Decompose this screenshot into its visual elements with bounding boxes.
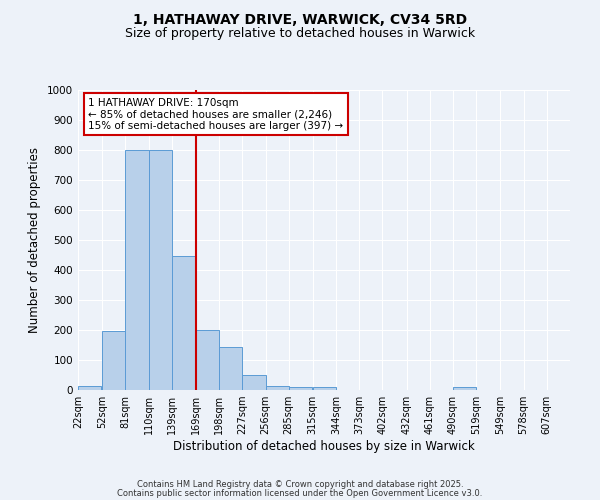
Y-axis label: Number of detached properties: Number of detached properties [28, 147, 41, 333]
Bar [313, 387, 336, 390]
Bar [102, 331, 125, 390]
Bar [172, 256, 195, 390]
Bar [453, 387, 476, 390]
Text: 1, HATHAWAY DRIVE, WARWICK, CV34 5RD: 1, HATHAWAY DRIVE, WARWICK, CV34 5RD [133, 12, 467, 26]
Bar [242, 375, 266, 390]
Bar [78, 386, 101, 390]
Text: Size of property relative to detached houses in Warwick: Size of property relative to detached ho… [125, 28, 475, 40]
Bar [149, 150, 172, 390]
Bar [125, 150, 149, 390]
Bar [289, 387, 312, 390]
Bar [266, 386, 289, 390]
Text: 1 HATHAWAY DRIVE: 170sqm
← 85% of detached houses are smaller (2,246)
15% of sem: 1 HATHAWAY DRIVE: 170sqm ← 85% of detach… [88, 98, 344, 130]
Text: Contains public sector information licensed under the Open Government Licence v3: Contains public sector information licen… [118, 488, 482, 498]
Bar [196, 330, 219, 390]
Bar [219, 347, 242, 390]
X-axis label: Distribution of detached houses by size in Warwick: Distribution of detached houses by size … [173, 440, 475, 453]
Text: Contains HM Land Registry data © Crown copyright and database right 2025.: Contains HM Land Registry data © Crown c… [137, 480, 463, 489]
